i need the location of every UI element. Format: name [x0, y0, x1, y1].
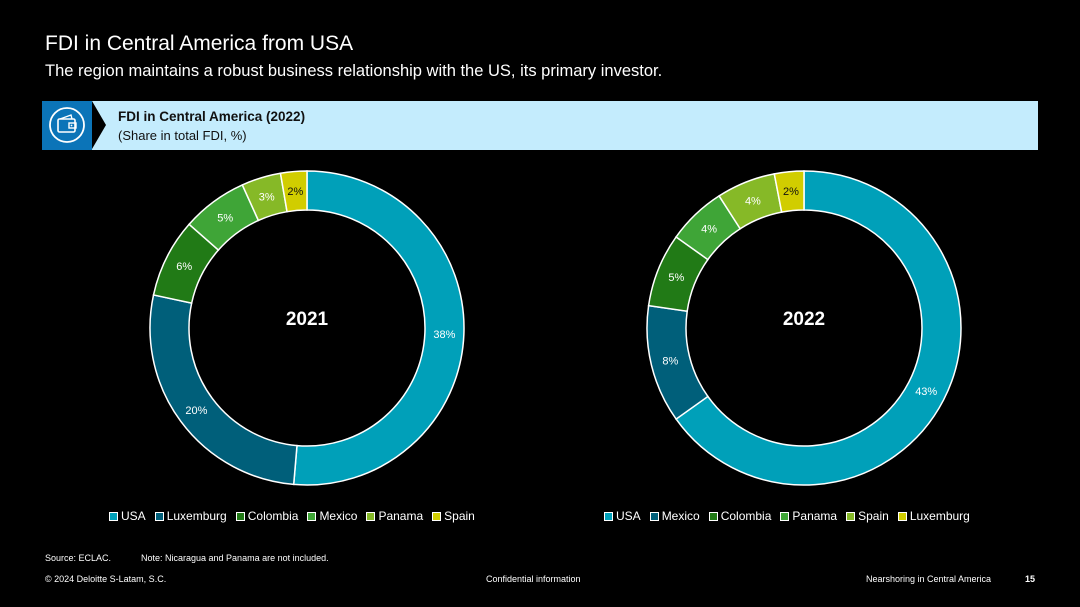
center-year-label: 2021: [286, 309, 329, 330]
legend-label: Spain: [858, 509, 889, 523]
legend-label: Luxemburg: [909, 509, 970, 523]
legend-item-mexico: Mexico: [649, 509, 700, 523]
legend-label: USA: [616, 509, 641, 523]
slice-label-mexico: 8%: [662, 355, 678, 367]
legend-swatch: [235, 511, 245, 521]
slice-usa: [292, 170, 465, 486]
slice-label-colombia: 5%: [668, 272, 684, 284]
slice-spain: [279, 170, 308, 213]
legend-item-colombia: Colombia: [708, 509, 772, 523]
legend-item-usa: USA: [604, 509, 641, 523]
banner-icon-box: [42, 101, 92, 150]
legend-2022: USA Mexico Colombia Panama Spain Luxemburg: [604, 509, 979, 523]
legend-swatch: [708, 511, 718, 521]
legend-item-spain: Spain: [432, 509, 475, 523]
page-subtitle: The region maintains a robust business r…: [45, 62, 663, 80]
footer-copyright: © 2024 Deloitte S-Latam, S.C.: [45, 574, 167, 584]
legend-swatch: [366, 511, 376, 521]
chart-banner: FDI in Central America (2022) (Share in …: [42, 101, 1038, 150]
banner-title: FDI in Central America (2022): [118, 109, 306, 124]
slice-label-spain: 4%: [745, 195, 761, 207]
legend-swatch: [897, 511, 907, 521]
note-text: Note: Nicaragua and Panama are not inclu…: [141, 553, 329, 563]
slice-label-usa: 43%: [915, 386, 937, 398]
footer-confidential: Confidential information: [486, 574, 581, 584]
center-year-label: 2022: [783, 309, 825, 330]
legend-swatch: [649, 511, 659, 521]
footer-section: Nearshoring in Central America: [866, 574, 992, 584]
wallet-icon: [49, 107, 85, 143]
legend-item-mexico: Mexico: [307, 509, 357, 523]
legend-item-colombia: Colombia: [235, 509, 299, 523]
slice-luxemburg: [149, 294, 298, 486]
legend-swatch: [109, 511, 118, 521]
legend-swatch: [780, 511, 790, 521]
legend-swatch: [432, 511, 442, 521]
slice-label-spain: 2%: [287, 186, 303, 198]
page-title: FDI in Central America from USA: [45, 32, 354, 55]
legend-label: Mexico: [319, 509, 358, 523]
slice-label-panama: 3%: [259, 192, 275, 204]
slice-label-luxemburg: 2%: [783, 186, 799, 198]
slice-label-usa: 38%: [433, 329, 455, 341]
banner-subtitle: (Share in total FDI, %): [118, 128, 247, 143]
legend-item-panama: Panama: [366, 509, 423, 523]
donut-chart-2021: 38% 20% 6% 5% 3% 2% 2021: [145, 160, 475, 495]
legend-swatch: [846, 511, 856, 521]
slice-label-panama: 4%: [701, 223, 717, 235]
banner-chevron: [92, 101, 106, 149]
slice-label-mexico: 5%: [217, 212, 233, 224]
legend-label: Luxemburg: [166, 509, 227, 523]
legend-swatch: [604, 511, 613, 521]
donut-chart-2022: 43% 8% 5% 4% 4% 2% 2022: [642, 160, 972, 495]
legend-item-usa: USA: [109, 509, 146, 523]
legend-label: Spain: [444, 509, 475, 523]
slice-luxemburg: [773, 170, 805, 214]
legend-label: Panama: [792, 509, 838, 523]
legend-swatch: [154, 511, 164, 521]
legend-label: Mexico: [661, 509, 700, 523]
legend-item-panama: Panama: [780, 509, 837, 523]
slice-usa: [675, 170, 962, 486]
legend-item-luxemburg: Luxemburg: [897, 509, 970, 523]
footer-page-number: 15: [1025, 574, 1036, 584]
legend-label: Colombia: [247, 509, 299, 523]
legend-item-luxemburg: Luxemburg: [154, 509, 227, 523]
slice-label-luxemburg: 20%: [185, 405, 207, 417]
legend-label: USA: [121, 509, 146, 523]
legend-label: Panama: [378, 509, 424, 523]
slice-label-colombia: 6%: [176, 261, 192, 273]
legend-swatch: [307, 511, 317, 521]
legend-2021: USA Luxemburg Colombia Mexico Panama Spain: [109, 509, 484, 523]
legend-item-spain: Spain: [846, 509, 889, 523]
legend-label: Colombia: [720, 509, 772, 523]
source-text: Source: ECLAC.: [45, 553, 112, 563]
